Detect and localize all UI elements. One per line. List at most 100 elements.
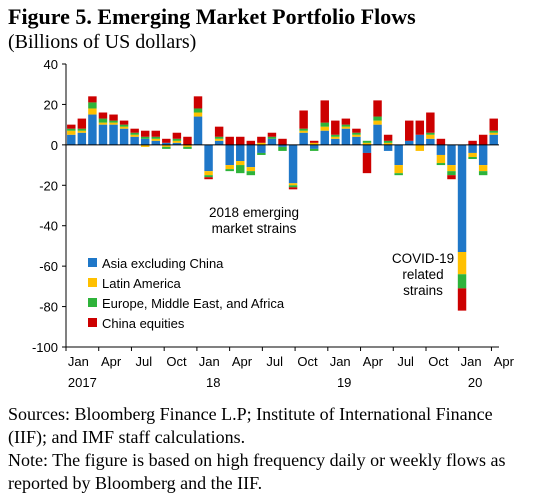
bar-segment-0-25 <box>331 138 340 145</box>
bar-segment-0-0 <box>67 134 76 145</box>
bar-segment-1-36 <box>447 165 456 172</box>
bar-segment-2-16 <box>236 165 245 174</box>
bar-segment-3-4 <box>109 114 118 121</box>
bar-segment-1-29 <box>373 120 382 125</box>
x-tick-label: Jan <box>330 354 351 369</box>
y-tick-label: -20 <box>39 178 58 193</box>
bar-segment-0-9 <box>162 142 171 145</box>
legend: Asia excluding China Latin America Europe,… <box>88 256 285 331</box>
bar-segment-2-7 <box>140 136 150 139</box>
bar-segment-2-21 <box>288 185 298 188</box>
bar-segment-1-40 <box>489 132 498 135</box>
bar-segment-2-19 <box>267 136 277 139</box>
y-tick-label: 20 <box>44 97 58 112</box>
bar-segment-3-36 <box>447 175 456 180</box>
bar-segment-1-31 <box>394 165 403 174</box>
bar-segment-2-3 <box>98 118 108 123</box>
bar-segment-0-19 <box>267 138 277 145</box>
bar-segment-1-14 <box>214 138 224 141</box>
bar-segment-3-23 <box>309 140 319 143</box>
legend-label: Asia excluding China <box>102 256 224 271</box>
annotation-line: strains <box>403 283 443 298</box>
bar-segment-0-26 <box>341 128 351 145</box>
x-year-label: 19 <box>337 375 351 390</box>
x-tick-label: Jan <box>199 354 220 369</box>
bar-segment-0-32 <box>405 140 414 145</box>
bar-segment-0-4 <box>109 124 118 145</box>
x-tick-label: Oct <box>297 354 318 369</box>
bar-segment-1-8 <box>151 138 160 141</box>
bar-segment-1-4 <box>109 122 118 125</box>
bar-segment-0-2 <box>88 114 97 145</box>
bar-segment-3-38 <box>468 140 477 145</box>
annotation-text: COVID-19 related strains <box>392 251 454 298</box>
bar-segment-0-8 <box>151 140 160 145</box>
bar-segment-1-9 <box>162 144 171 147</box>
bar-segment-3-34 <box>426 112 435 133</box>
bar-segment-2-12 <box>193 108 203 113</box>
x-tick-label: Oct <box>166 354 187 369</box>
bar-segment-1-7 <box>140 144 150 147</box>
bar-segment-1-6 <box>130 134 139 137</box>
bar-segment-3-40 <box>489 118 498 131</box>
bar-segment-0-12 <box>193 116 203 145</box>
bar-segment-1-33 <box>415 144 425 151</box>
bar-segment-3-6 <box>130 128 139 133</box>
annotation-line: market strains <box>212 221 297 236</box>
bar-segment-0-20 <box>278 144 287 147</box>
bar-segment-2-25 <box>331 134 340 137</box>
bar-segment-3-39 <box>478 134 488 145</box>
sources-text: Sources: Bloomberg Finance L.P; Institut… <box>8 404 493 447</box>
bar-segment-1-30 <box>383 142 393 145</box>
bar-segment-3-7 <box>140 130 150 137</box>
bar-segment-3-26 <box>341 118 351 125</box>
bar-segment-2-22 <box>299 128 308 131</box>
legend-label: China equities <box>102 316 185 331</box>
bar-segment-1-26 <box>341 126 351 129</box>
annotation-line: related <box>402 267 443 282</box>
bar-segment-3-19 <box>267 132 277 137</box>
bar-segment-2-27 <box>352 132 361 135</box>
x-tick-label: Jul <box>397 354 414 369</box>
bar-segment-2-26 <box>341 124 351 127</box>
bar-segment-1-37 <box>457 251 467 275</box>
bar-segment-0-7 <box>140 138 150 145</box>
bar-segment-1-1 <box>77 130 87 133</box>
x-tick-label: Jan <box>68 354 89 369</box>
bar-segment-1-5 <box>119 126 129 129</box>
bar-segment-2-2 <box>88 102 97 109</box>
bar-segment-2-39 <box>478 171 488 176</box>
bar-segment-1-27 <box>352 134 361 137</box>
x-year-label: 20 <box>468 375 482 390</box>
bar-segment-3-33 <box>415 120 425 135</box>
bar-segment-3-27 <box>352 128 361 133</box>
legend-swatch <box>88 278 97 287</box>
bar-segment-2-28 <box>362 140 372 143</box>
bar-segment-3-8 <box>151 130 160 137</box>
x-tick-label: Apr <box>232 354 253 369</box>
bar-segment-3-0 <box>67 124 76 129</box>
bar-segment-2-29 <box>373 116 382 121</box>
figure-footer: Sources: Bloomberg Finance L.P; Institut… <box>8 403 536 495</box>
bar-segment-1-25 <box>331 136 340 139</box>
legend-label: Europe, Middle East, and Africa <box>102 296 285 311</box>
bar-segment-1-3 <box>98 122 108 125</box>
bar-segment-2-37 <box>457 274 467 289</box>
note-text: Note: The figure is based on high freque… <box>8 450 506 493</box>
bar-segment-3-28 <box>362 152 372 174</box>
bar-segment-3-12 <box>193 96 203 109</box>
bar-segment-2-30 <box>383 140 393 143</box>
bar-segment-0-36 <box>447 144 456 166</box>
bar-segment-3-24 <box>320 100 329 123</box>
bar-segment-2-11 <box>183 146 192 149</box>
bar-segment-2-31 <box>394 173 403 176</box>
bar-segment-3-17 <box>246 140 256 145</box>
bar-segment-3-16 <box>236 136 245 145</box>
bars-group <box>67 96 498 311</box>
bar-segment-2-38 <box>468 156 477 160</box>
bar-segment-0-16 <box>236 144 245 162</box>
annotation-text: 2018 emerging market strains <box>209 205 299 236</box>
bar-segment-1-22 <box>299 130 308 133</box>
bar-segment-0-31 <box>394 144 403 166</box>
bar-segment-3-15 <box>225 136 234 145</box>
